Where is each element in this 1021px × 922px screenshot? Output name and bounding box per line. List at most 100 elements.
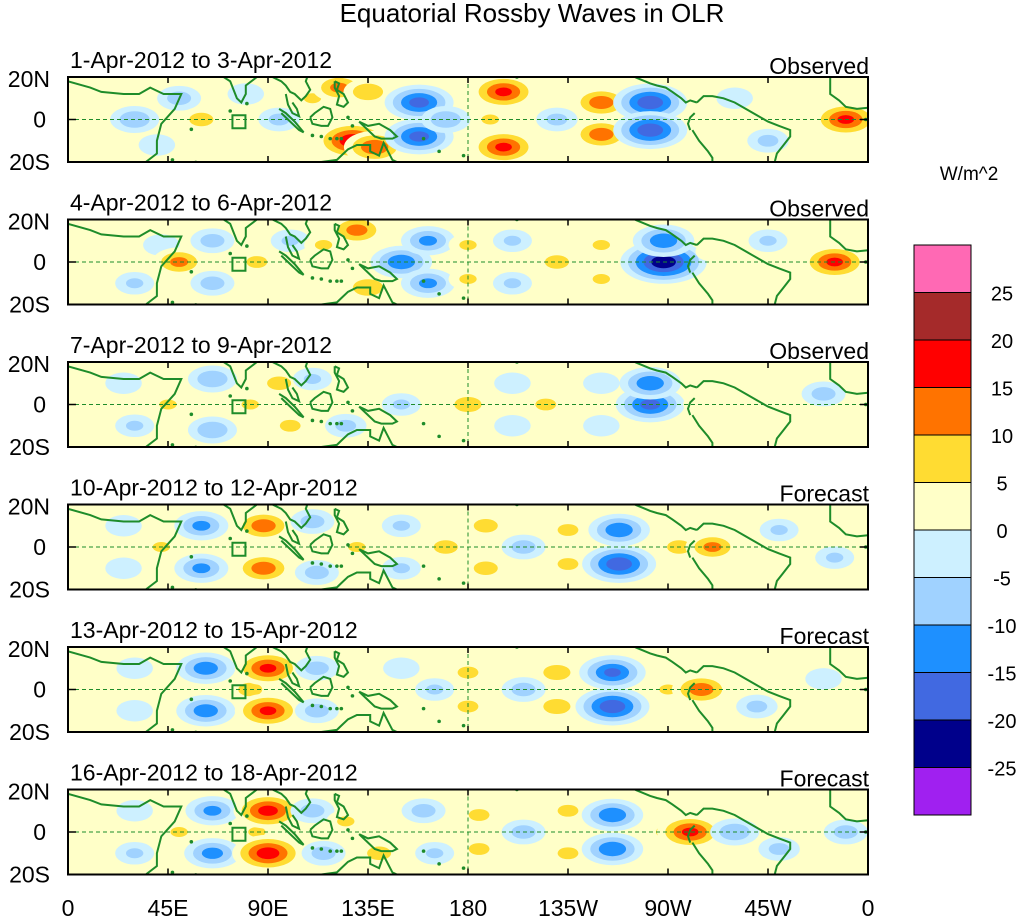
anomaly-contour: [352, 83, 384, 101]
anomaly-contour: [409, 131, 429, 142]
island: [461, 153, 466, 158]
island: [228, 394, 233, 398]
coastline: [634, 77, 698, 104]
panel-date-range: 4-Apr-2012 to 6-Apr-2012: [70, 190, 332, 216]
anomaly-contour: [392, 563, 411, 574]
anomaly-contour: [409, 97, 429, 108]
coastline: [333, 507, 350, 536]
colorbar-swatch: [913, 292, 972, 341]
x-axis: 0 45E 90E 135E 180 135W 90W 45W 0: [62, 895, 875, 921]
coastline: [309, 533, 334, 555]
anomaly-contour: [335, 419, 357, 432]
anomaly-contour: [636, 376, 664, 391]
coastline: [68, 650, 183, 732]
coastline: [829, 504, 868, 538]
island: [437, 149, 441, 154]
anomaly-field: [84, 792, 868, 872]
coastline: [284, 236, 301, 261]
lat-tick-label: 0: [33, 249, 46, 275]
lat-tick-label: 20N: [8, 66, 50, 92]
anomaly-contour: [759, 235, 777, 246]
anomaly-contour: [583, 415, 620, 437]
coastline: [696, 522, 792, 590]
island: [228, 251, 233, 256]
anomaly-contour: [283, 276, 320, 299]
anomaly-contour: [126, 420, 144, 431]
coastline: [829, 219, 868, 253]
anomaly-contour: [256, 847, 280, 860]
coastline: [691, 842, 714, 875]
coastlines: [68, 504, 868, 590]
coastline: [686, 682, 696, 701]
anomaly-contour: [116, 800, 153, 822]
coastline: [829, 77, 868, 110]
anomaly-contour: [557, 558, 579, 570]
island: [346, 115, 350, 120]
lat-tick-label: 20S: [9, 149, 50, 175]
island: [189, 412, 194, 417]
region-box: [231, 399, 247, 415]
coastline: [321, 567, 398, 590]
island: [461, 581, 466, 585]
island: [170, 870, 175, 875]
coastlines: [68, 647, 868, 732]
anomaly-contour: [246, 256, 268, 268]
island: [421, 136, 426, 141]
anomaly-contour: [200, 233, 225, 248]
coastline: [190, 77, 259, 105]
lon-tick-label: 45W: [744, 895, 792, 921]
anomaly-contour: [495, 142, 512, 152]
lon-tick-label: 135W: [538, 895, 598, 921]
island: [335, 421, 339, 426]
lat-tick-label: 20N: [8, 494, 50, 520]
anomaly-contour: [116, 700, 153, 722]
colorbar-label: -10: [988, 616, 1017, 638]
anomaly-contour: [192, 520, 211, 531]
anomaly-contour: [200, 276, 225, 291]
coastline: [686, 539, 696, 558]
panel-4: 20N 0 20S 10-Apr-2012 to 12-Apr-2012 Forecas…: [8, 475, 870, 603]
coastline: [309, 818, 334, 840]
coastline: [284, 93, 301, 119]
colorbar-swatch: [913, 529, 972, 578]
colorbar-label: 15: [991, 379, 1013, 401]
coastline: [686, 254, 696, 273]
island: [170, 728, 175, 732]
anomaly-contour: [543, 698, 571, 715]
anomaly-contour: [258, 805, 278, 816]
island: [319, 277, 324, 281]
anomaly-contour: [84, 679, 119, 700]
island: [310, 561, 315, 565]
anomaly-contour: [193, 704, 218, 718]
island: [328, 279, 333, 283]
island: [228, 109, 233, 113]
region-box: [231, 114, 247, 130]
coastline: [696, 95, 792, 162]
coastline: [691, 414, 714, 447]
anomaly-contour: [604, 668, 621, 677]
island: [310, 276, 315, 280]
coastline: [634, 647, 698, 674]
coastline: [271, 647, 313, 672]
anomaly-contour: [197, 370, 228, 388]
region-box: [231, 684, 247, 700]
anomaly-contour: [503, 235, 522, 246]
colorbar-label: 20: [991, 331, 1013, 353]
coastline: [271, 219, 313, 245]
island: [319, 847, 324, 851]
island: [421, 564, 426, 568]
island: [421, 849, 426, 853]
island: [346, 543, 350, 547]
island: [350, 836, 355, 841]
colorbar-label: -25: [988, 759, 1017, 781]
coastline: [278, 820, 305, 846]
anomaly-contour: [494, 415, 531, 437]
anomaly-contour: [557, 524, 579, 536]
panel-1: 20N 0 20S 1-Apr-2012 to 3-Apr-2012 Observed: [8, 47, 869, 175]
anomaly-contour: [300, 514, 325, 529]
island: [310, 133, 315, 138]
island: [319, 562, 324, 566]
coastline: [829, 647, 868, 680]
anomaly-contour: [473, 518, 498, 533]
